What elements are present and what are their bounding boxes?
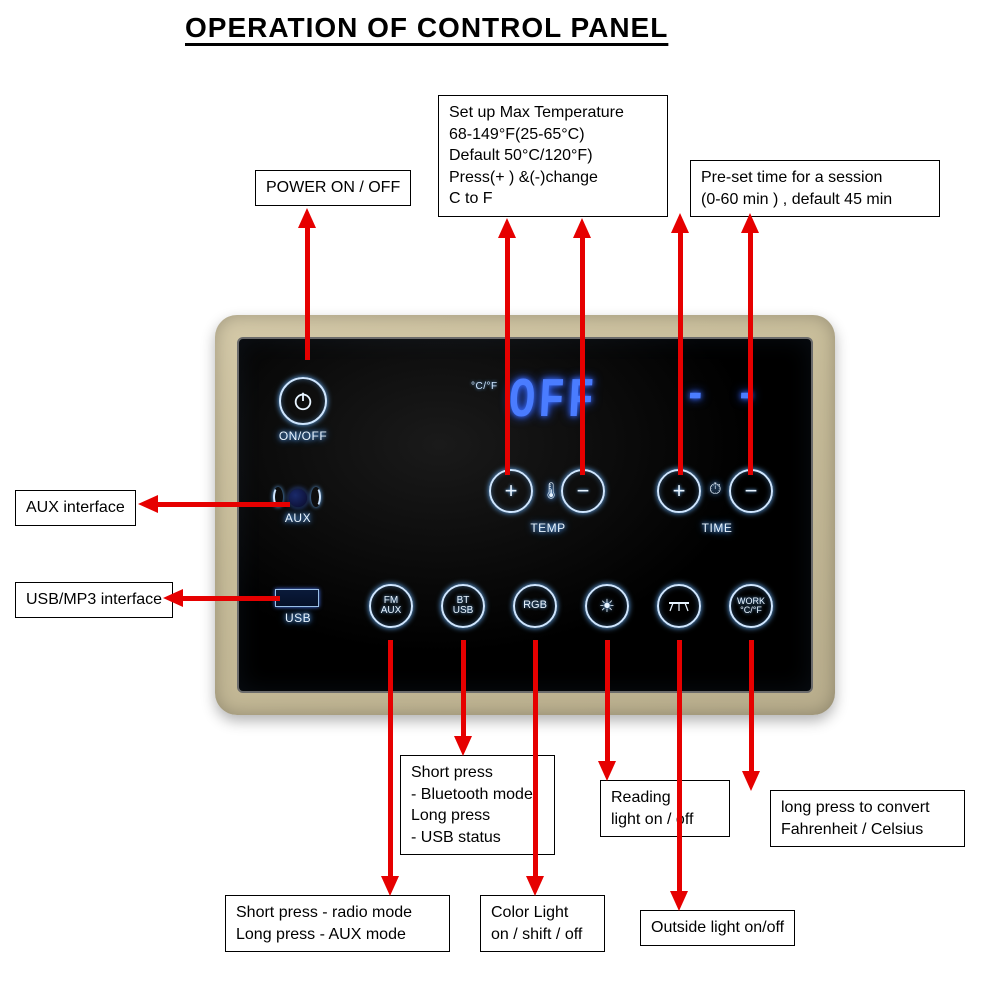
arrow-aux-head <box>138 495 158 513</box>
callout-temp: Set up Max Temperature 68-149°F(25-65°C)… <box>438 95 668 217</box>
arrow-temp-minus <box>580 235 585 475</box>
bt-usb-button[interactable]: BT USB <box>441 584 485 628</box>
callout-work: long press to convert Fahrenheit / Celsi… <box>770 790 965 847</box>
arrow-rgb-head <box>526 876 544 896</box>
arrow-power <box>305 225 310 360</box>
callout-bt: Short press - Bluetooth mode Long press … <box>400 755 555 855</box>
aux-wave-right <box>311 487 321 507</box>
work-cf-button[interactable]: WORK °C/°F <box>729 584 773 628</box>
callout-time: Pre-set time for a session (0-60 min ) ,… <box>690 160 940 217</box>
arrow-time-plus-head <box>671 213 689 233</box>
callout-fm: Short press - radio mode Long press - AU… <box>225 895 450 952</box>
fm-aux-button[interactable]: FM AUX <box>369 584 413 628</box>
arrow-temp-minus-head <box>573 218 591 238</box>
arrow-usb-head <box>163 589 183 607</box>
callout-usb: USB/MP3 interface <box>15 582 173 618</box>
usb-label: USB <box>285 611 311 625</box>
arrow-temp-plus <box>505 235 510 475</box>
arrow-usb <box>180 596 280 601</box>
rgb-button[interactable]: RGB <box>513 584 557 628</box>
time-plus-button[interactable]: + <box>657 469 701 513</box>
control-panel-screen: ON/OFF AUX USB °C/°F OFF - - + 🌡 − TEMP … <box>237 337 813 693</box>
thermometer-icon: 🌡 <box>541 481 562 501</box>
callout-read: Reading light on / off <box>600 780 730 837</box>
arrow-bt <box>461 640 466 740</box>
callout-power: POWER ON / OFF <box>255 170 411 206</box>
arrow-aux <box>155 502 290 507</box>
clock-icon: ⏱ <box>709 481 722 499</box>
arrow-time-plus <box>678 230 683 475</box>
temp-plus-button[interactable]: + <box>489 469 533 513</box>
callout-rgb: Color Light on / shift / off <box>480 895 605 952</box>
aux-port[interactable] <box>289 489 307 507</box>
arrow-read-head <box>598 761 616 781</box>
arrow-outside-head <box>670 891 688 911</box>
arrow-bt-head <box>454 736 472 756</box>
temp-minus-button[interactable]: − <box>561 469 605 513</box>
power-icon <box>292 390 314 412</box>
outside-light-icon <box>667 599 691 613</box>
temp-display: OFF <box>507 369 598 433</box>
control-panel-device: ON/OFF AUX USB °C/°F OFF - - + 🌡 − TEMP … <box>215 315 835 715</box>
cf-label: °C/°F <box>471 381 498 392</box>
arrow-temp-plus-head <box>498 218 516 238</box>
arrow-time-minus <box>748 230 753 475</box>
arrow-work-head <box>742 771 760 791</box>
onoff-label: ON/OFF <box>275 429 331 443</box>
aux-label: AUX <box>283 511 313 525</box>
arrow-work <box>749 640 754 775</box>
time-minus-button[interactable]: − <box>729 469 773 513</box>
arrow-rgb <box>533 640 538 880</box>
arrow-time-minus-head <box>741 213 759 233</box>
temp-label: TEMP <box>523 521 573 535</box>
callout-outside: Outside light on/off <box>640 910 795 946</box>
arrow-fm <box>388 640 393 880</box>
arrow-power-head <box>298 208 316 228</box>
outside-light-button[interactable] <box>657 584 701 628</box>
time-label: TIME <box>695 521 739 535</box>
power-button[interactable] <box>279 377 327 425</box>
arrow-fm-head <box>381 876 399 896</box>
usb-port[interactable] <box>275 589 319 607</box>
arrow-read <box>605 640 610 765</box>
reading-light-button[interactable]: ☀ <box>585 584 629 628</box>
arrow-outside <box>677 640 682 895</box>
callout-aux: AUX interface <box>15 490 136 526</box>
page-title: OPERATION OF CONTROL PANEL <box>185 12 668 44</box>
